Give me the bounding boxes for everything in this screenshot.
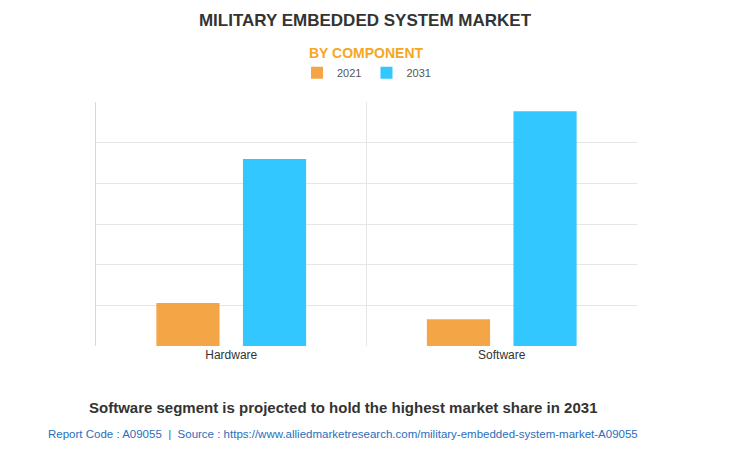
svg-text:Software: Software: [478, 348, 526, 362]
svg-text:Report Code : A09055 | Sourc: Report Code : A09055 | Source : https://…: [48, 428, 638, 440]
svg-text:Software segment is projected: Software segment is projected to hold th…: [89, 399, 597, 416]
svg-text:2031: 2031: [406, 67, 430, 79]
svg-text:BY COMPONENT: BY COMPONENT: [309, 45, 424, 61]
svg-text:Hardware: Hardware: [205, 348, 257, 362]
svg-text:MILITARY EMBEDDED SYSTEM MARKE: MILITARY EMBEDDED SYSTEM MARKET: [199, 11, 532, 30]
svg-text:2021: 2021: [337, 67, 361, 79]
